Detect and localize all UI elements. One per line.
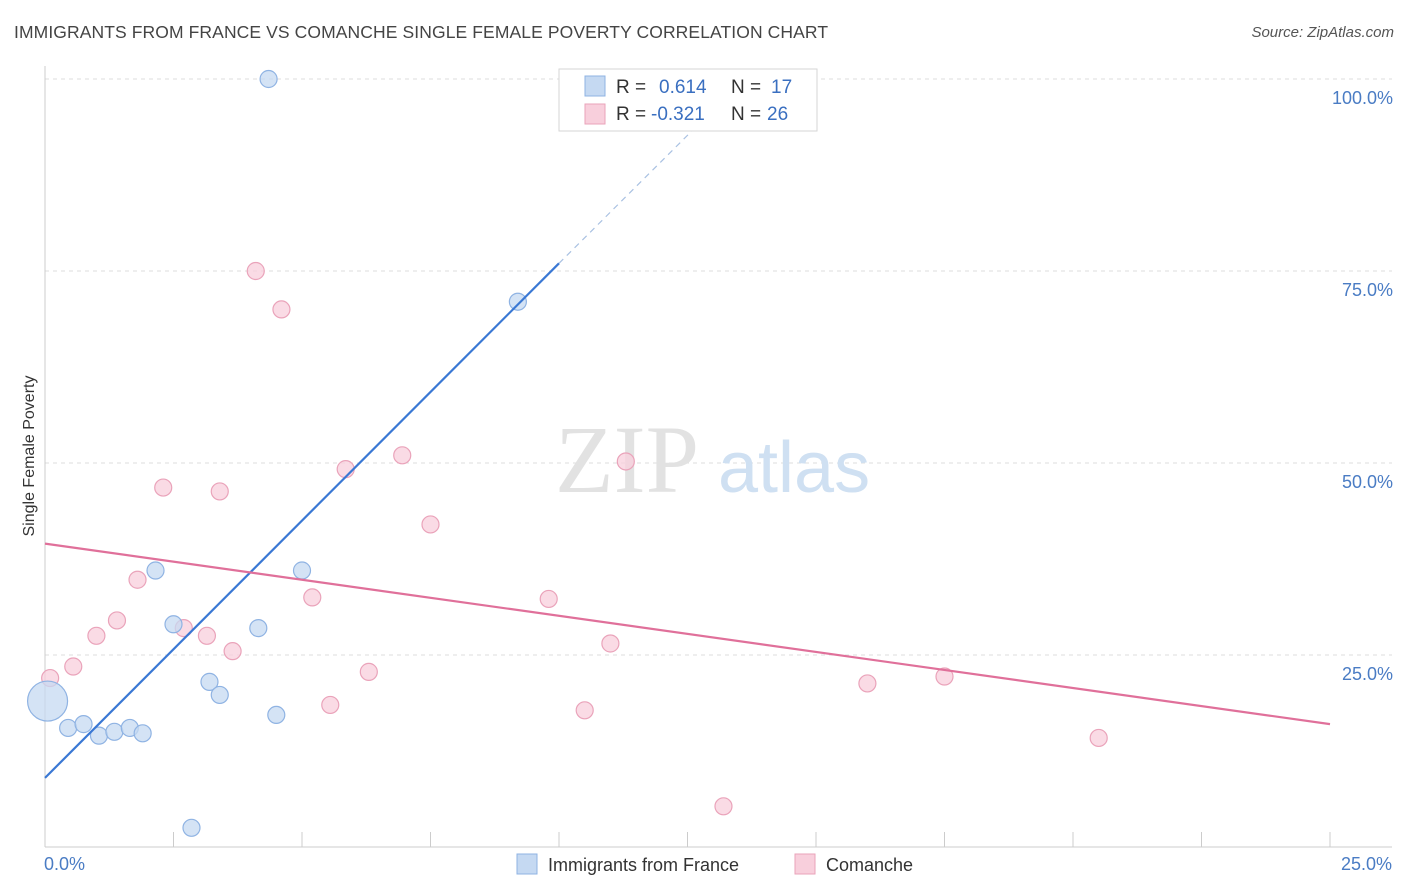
france-point-2 [74, 715, 93, 734]
france-point-1 [59, 718, 78, 738]
comanche-point-10 [246, 261, 265, 281]
y-tick-label-25: 25.0% [1342, 664, 1393, 684]
france-point-15 [292, 561, 312, 580]
comanche-point-16 [393, 446, 412, 465]
comanche-point-21 [616, 452, 635, 471]
legend-n-label-france: N = [731, 77, 761, 98]
y-tick-label-50: 50.0% [1342, 472, 1393, 492]
comanche-point-8 [210, 482, 229, 501]
x-axis-ticks [44, 832, 1331, 847]
france-point-9 [182, 818, 201, 837]
legend-r-label-france: R = [616, 77, 646, 98]
comanche-point-13 [321, 695, 340, 715]
watermark-atlas: atlas [718, 428, 870, 508]
x-tick-label-max: 25.0% [1341, 854, 1392, 874]
france-point-14 [267, 705, 286, 725]
legend-r-value-comanche: -0.321 [651, 104, 705, 125]
france-point-10 [200, 672, 219, 691]
legend-label-france: Immigrants from France [548, 855, 739, 875]
legend-swatch-comanche-bottom [794, 853, 816, 875]
legend-r-label-comanche: R = [616, 104, 646, 125]
y-axis-title: Single Female Poverty [21, 376, 38, 537]
trend-line-comanche [44, 542, 1331, 726]
trend-lines [44, 109, 1331, 779]
legend-label-comanche: Comanche [826, 855, 913, 875]
legend-swatch-france-bottom [516, 853, 538, 875]
france-point-0 [26, 680, 69, 722]
france-point-13 [259, 69, 278, 89]
chart-title: IMMIGRANTS FROM FRANCE VS COMANCHE SINGL… [14, 22, 829, 42]
comanche-point-2 [87, 626, 106, 645]
x-tick-label-min: 0.0% [44, 854, 85, 874]
series-france-points [26, 69, 527, 837]
france-point-7 [146, 561, 165, 580]
comanche-point-22 [714, 797, 733, 816]
france-point-6 [133, 724, 152, 743]
y-tick-label-100: 100.0% [1332, 88, 1393, 108]
series-legend: Immigrants from France Comanche [516, 853, 913, 875]
legend-n-value-comanche: 26 [767, 104, 788, 125]
comanche-point-25 [1089, 728, 1108, 748]
y-tick-label-75: 75.0% [1342, 280, 1393, 300]
comanche-point-3 [107, 611, 127, 630]
comanche-point-20 [601, 634, 620, 653]
comanche-point-18 [539, 589, 558, 609]
france-point-16 [508, 292, 527, 311]
comanche-point-1 [64, 657, 83, 676]
source-label: Source: ZipAtlas.com [1251, 24, 1394, 41]
comanche-point-4 [128, 570, 147, 589]
legend-n-label-comanche: N = [731, 104, 761, 125]
y-tick-labels: 25.0% 50.0% 75.0% 100.0% [1332, 88, 1393, 684]
france-point-4 [105, 722, 124, 741]
legend-swatch-comanche [584, 103, 606, 125]
legend-n-value-france: 17 [771, 77, 792, 98]
trend-line-france-extension [558, 109, 714, 264]
comanche-point-9 [223, 642, 242, 661]
legend-r-value-france: 0.614 [659, 77, 707, 98]
comanche-point-5 [154, 478, 173, 497]
legend-swatch-france [584, 75, 606, 97]
comanche-point-15 [359, 662, 378, 681]
comanche-point-7 [197, 626, 217, 645]
trend-line-france [44, 262, 560, 779]
stats-legend: R = 0.614 N = 17 R = -0.321 N = 26 [558, 68, 818, 132]
france-point-11 [210, 685, 229, 705]
series-comanche-points [41, 261, 1108, 816]
comanche-point-11 [272, 300, 291, 319]
france-point-8 [164, 615, 183, 634]
comanche-point-17 [421, 515, 440, 534]
comanche-point-19 [575, 701, 594, 720]
gridlines [45, 78, 1392, 656]
comanche-point-12 [303, 588, 322, 607]
comanche-point-24 [935, 667, 954, 686]
comanche-point-23 [858, 674, 877, 693]
comanche-point-14 [336, 460, 355, 479]
france-point-12 [249, 619, 268, 638]
